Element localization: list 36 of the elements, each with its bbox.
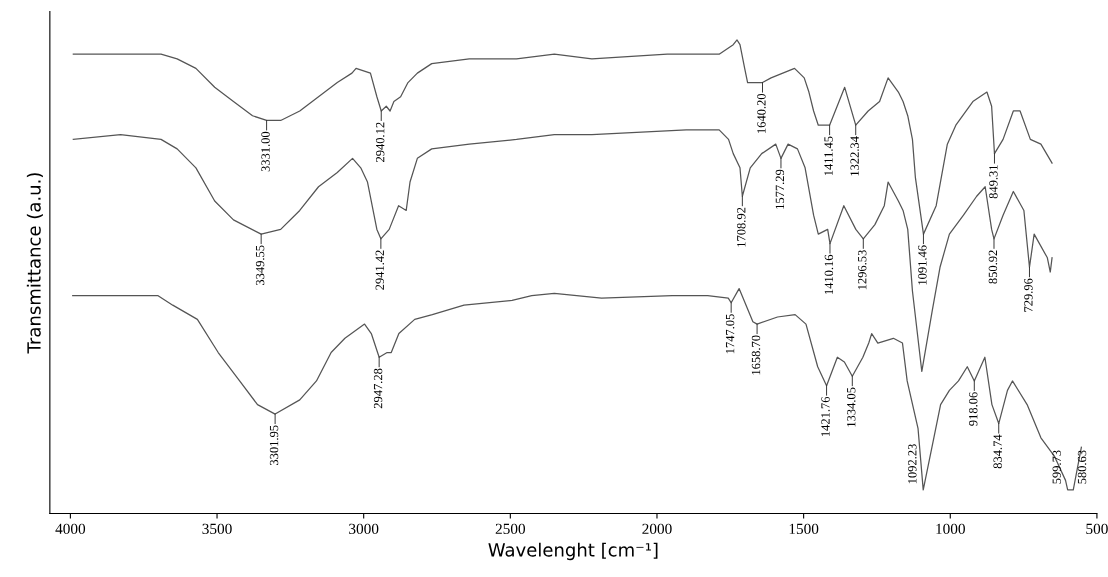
- x-axis-title: Wavelenght [cm⁻¹]: [488, 542, 658, 561]
- annotation: 918.06: [969, 392, 978, 426]
- x-tick-label: 3500: [202, 523, 232, 534]
- annotation: 1421.76: [821, 396, 830, 437]
- annotation: 1092.23: [908, 444, 917, 484]
- x-tick-label: 1000: [936, 523, 965, 534]
- x-tick-label: 2500: [495, 523, 526, 534]
- x-tick-label: 4000: [55, 523, 86, 534]
- annotation: 3331.00: [261, 131, 270, 172]
- annotation: 1640.20: [757, 93, 766, 133]
- annotation: 1334.05: [846, 387, 856, 427]
- annotation: 1577.29: [775, 169, 785, 209]
- annotation: 729.96: [1024, 278, 1033, 312]
- annotation: 580.63: [1077, 450, 1087, 484]
- annotation: 1296.53: [858, 250, 867, 290]
- y-axis-title: Transmittance (a.u.): [26, 173, 43, 354]
- annotation: 1322.34: [850, 136, 859, 176]
- x-tick-label: 3000: [349, 523, 379, 534]
- annotation: 599.73: [1052, 450, 1062, 484]
- annotation: 3301.95: [269, 425, 279, 465]
- annotation: 849.31: [989, 165, 998, 199]
- x-tick-label: 2000: [642, 523, 672, 534]
- annotation: 834.74: [993, 434, 1002, 469]
- annotation: 1658.70: [751, 335, 761, 375]
- annotation: 1747.05: [725, 314, 735, 354]
- annotation: 2940.12: [375, 122, 385, 162]
- x-tick-label: 1500: [789, 523, 819, 534]
- annotation: 1410.16: [824, 254, 834, 294]
- annotation: 2947.28: [373, 368, 383, 409]
- annotation: 850.92: [988, 250, 998, 284]
- x-tick-label: 500: [1086, 523, 1108, 534]
- annotation: 1411.45: [824, 136, 833, 176]
- annotation: 1708.92: [737, 207, 746, 247]
- annotation: 2941.42: [375, 250, 385, 290]
- annotation: 3349.55: [255, 245, 265, 286]
- annotation: 1091.46: [918, 245, 927, 285]
